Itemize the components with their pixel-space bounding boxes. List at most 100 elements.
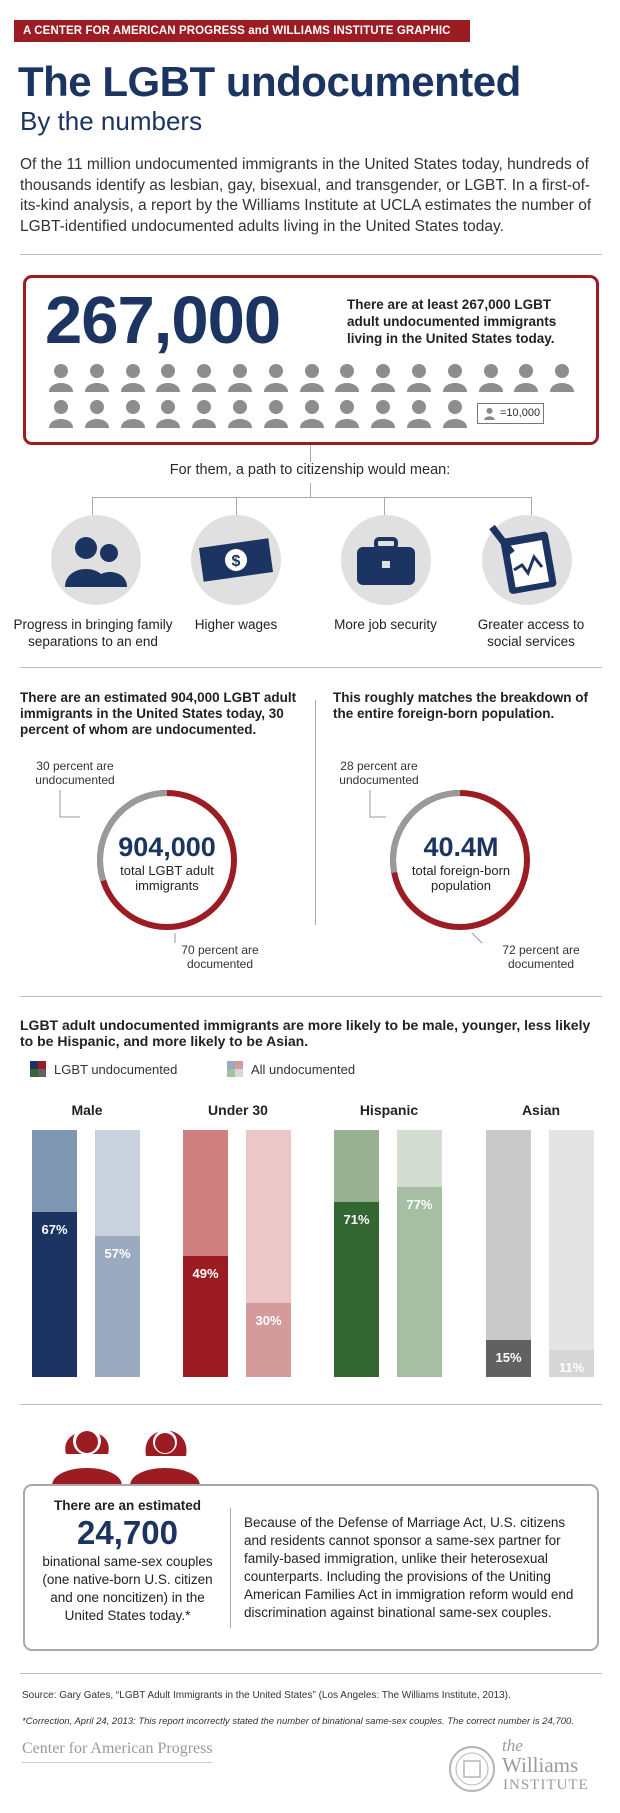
ring-charts bbox=[59, 790, 530, 944]
woman-icon bbox=[130, 1430, 200, 1486]
ring-number-lgbt: 904,000 bbox=[118, 832, 216, 862]
bar-under-30-all bbox=[246, 1302, 291, 1377]
ring-heading-lgbt: There are an estimated 904,000 LGBT adul… bbox=[20, 690, 297, 737]
connector-line bbox=[92, 497, 531, 498]
binational-post: binational same-sex couples (one native-… bbox=[42, 1554, 213, 1623]
column-divider bbox=[315, 700, 316, 925]
divider bbox=[22, 1762, 212, 1763]
bar-value-label: 30% bbox=[255, 1312, 282, 1328]
person-icon bbox=[484, 407, 495, 420]
pictogram-legend-label: =10,000 bbox=[500, 407, 541, 419]
clipboard-icon bbox=[482, 515, 572, 605]
williams-seal-logo bbox=[449, 1746, 495, 1792]
person-icon bbox=[84, 364, 109, 392]
page-title: The LGBT undocumented bbox=[18, 58, 521, 105]
benefit-label-wages: Higher wages bbox=[194, 617, 278, 632]
bar-under-30-lgbt bbox=[183, 1255, 228, 1377]
intro-paragraph: Of the 11 million undocumented immigrant… bbox=[20, 156, 592, 235]
divider bbox=[20, 1673, 602, 1674]
connector-line bbox=[236, 497, 237, 515]
person-icon bbox=[120, 364, 145, 392]
person-icon bbox=[478, 364, 503, 392]
bar-value-label: 15% bbox=[495, 1349, 522, 1365]
comparison-heading: LGBT adult undocumented immigrants are m… bbox=[20, 1017, 591, 1049]
cap-logo: Center for American Progress bbox=[22, 1740, 213, 1757]
bar-background bbox=[486, 1130, 531, 1377]
headline-text: There are at least 267,000 LGBT adult un… bbox=[347, 297, 557, 346]
benefit-label-services: Greater access to social services bbox=[477, 617, 585, 649]
person-icon bbox=[263, 364, 288, 392]
person-icon bbox=[84, 400, 109, 428]
person-icon bbox=[514, 364, 539, 392]
person-icon bbox=[299, 400, 324, 428]
box-divider bbox=[230, 1508, 231, 1628]
category-hispanic: Hispanic bbox=[359, 1102, 419, 1118]
williams-logo-name: Williams bbox=[502, 1753, 579, 1777]
williams-logo-the: the bbox=[502, 1736, 523, 1755]
binational-body: Because of the Defense of Marriage Act, … bbox=[244, 1515, 574, 1620]
bar-chart: 67% 57% 49% 30% 71% 77% 15% 11% bbox=[0, 0, 620, 1377]
dollar-bill-icon: $ bbox=[191, 515, 281, 605]
category-asian: Asian bbox=[521, 1102, 561, 1118]
connector-line bbox=[310, 483, 311, 497]
ring-number-foreign: 40.4M bbox=[423, 832, 499, 862]
legend-label-all: All undocumented bbox=[251, 1062, 356, 1077]
williams-logo-institute: INSTITUTE bbox=[503, 1777, 589, 1793]
ring-bottom-label-lgbt: 70 percent are documented bbox=[181, 943, 259, 971]
person-icon bbox=[335, 364, 360, 392]
legend-label-lgbt: LGBT undocumented bbox=[54, 1062, 178, 1077]
woman-icon bbox=[52, 1427, 122, 1486]
page-subtitle: By the numbers bbox=[20, 106, 203, 136]
people-pictogram bbox=[0, 0, 620, 428]
bar-hispanic-lgbt bbox=[334, 1201, 379, 1377]
header-tag: A CENTER FOR AMERICAN PROGRESS and WILLI… bbox=[14, 20, 470, 42]
connector-line bbox=[531, 497, 532, 515]
person-icon bbox=[192, 364, 217, 392]
person-icon bbox=[442, 400, 467, 428]
headline-number: 267,000 bbox=[45, 283, 281, 358]
bar-hispanic-all bbox=[397, 1186, 442, 1377]
bar-background bbox=[549, 1130, 594, 1377]
family-icon bbox=[51, 515, 141, 605]
ring-undocumented-arc bbox=[390, 790, 530, 930]
person-icon bbox=[49, 400, 73, 428]
person-icon bbox=[49, 364, 73, 392]
legend-swatch-lgbt bbox=[30, 1061, 46, 1077]
bar-value-label: 67% bbox=[41, 1221, 68, 1237]
person-icon bbox=[156, 364, 181, 392]
person-icon bbox=[156, 400, 181, 428]
bar-value-label: 11% bbox=[558, 1359, 585, 1375]
binational-stat: There are an estimated 24,700 binational… bbox=[40, 1498, 215, 1625]
ring-center-foreign: 40.4M total foreign-born population bbox=[386, 832, 536, 893]
category-male: Male bbox=[71, 1102, 103, 1118]
bar-male-lgbt bbox=[32, 1211, 77, 1377]
headline-stat-box bbox=[23, 275, 599, 445]
person-icon bbox=[192, 400, 217, 428]
ring-heading-foreign: This roughly matches the breakdown of th… bbox=[333, 690, 589, 721]
connector-line bbox=[92, 497, 93, 515]
person-icon bbox=[371, 400, 396, 428]
person-icon bbox=[263, 400, 288, 428]
person-icon bbox=[442, 364, 467, 392]
person-icon bbox=[299, 364, 324, 392]
divider bbox=[20, 1404, 602, 1405]
correction-note: *Correction, April 24, 2013: This report… bbox=[22, 1716, 574, 1727]
bar-value-label: 71% bbox=[343, 1211, 370, 1227]
path-title: For them, a path to citizenship would me… bbox=[169, 462, 451, 478]
divider bbox=[20, 254, 602, 255]
benefit-label-family: Progress in bringing family separations … bbox=[13, 617, 173, 649]
connector-line bbox=[310, 445, 311, 462]
ring-sub-foreign: total foreign-born population bbox=[411, 863, 511, 893]
ring-bottom-label-foreign: 72 percent are documented bbox=[502, 943, 580, 971]
bar-asian-lgbt bbox=[486, 1339, 531, 1377]
source-note: Source: Gary Gates, “LGBT Adult Immigran… bbox=[22, 1690, 511, 1701]
divider bbox=[20, 667, 602, 668]
legend-swatch-all bbox=[227, 1061, 243, 1077]
binational-pre: There are an estimated bbox=[53, 1498, 202, 1513]
ring-undocumented-arc bbox=[97, 790, 237, 930]
bar-male-all bbox=[95, 1236, 140, 1377]
briefcase-icon bbox=[341, 515, 431, 605]
bar-value-label: 77% bbox=[406, 1196, 433, 1212]
person-icon bbox=[335, 400, 360, 428]
bar-asian-all bbox=[549, 1349, 594, 1377]
